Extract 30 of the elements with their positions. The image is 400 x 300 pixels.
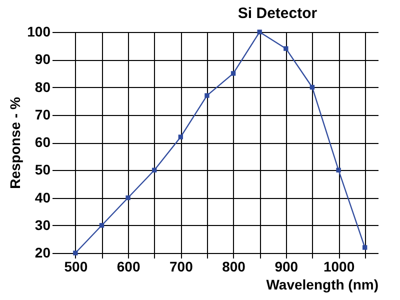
point: [152, 168, 157, 172]
y-tick-label: 40: [34, 189, 51, 206]
point: [257, 30, 262, 34]
x-tick-label: 500: [64, 258, 88, 274]
y-tick-label: 30: [34, 216, 51, 233]
y-axis-title: Response - %: [7, 96, 24, 189]
point: [178, 134, 184, 140]
point: [310, 84, 315, 90]
x-axis-title: Wavelength (nm): [266, 276, 378, 292]
point: [99, 223, 104, 228]
x-tick-label: 700: [169, 258, 194, 274]
point: [362, 245, 368, 250]
point: [204, 93, 210, 98]
y-tick-label: 100: [27, 24, 51, 40]
y-tick-label: 20: [34, 244, 51, 260]
point: [126, 195, 130, 200]
chart-title: Si Detector: [238, 5, 318, 22]
y-tick-label: 90: [34, 51, 51, 68]
x-tick-label: 900: [274, 258, 298, 274]
x-tick-label: 600: [116, 258, 140, 274]
y-tick-label: 60: [34, 134, 51, 150]
point: [336, 168, 341, 172]
point: [230, 71, 236, 76]
point: [73, 250, 78, 256]
y-tick-label: 70: [34, 106, 51, 122]
y-tick-label: 50: [34, 162, 51, 178]
x-tick-label: 1000: [323, 258, 355, 274]
x-tick-label: 800: [222, 258, 246, 274]
y-tick-label: 80: [34, 78, 51, 95]
point: [284, 46, 288, 51]
